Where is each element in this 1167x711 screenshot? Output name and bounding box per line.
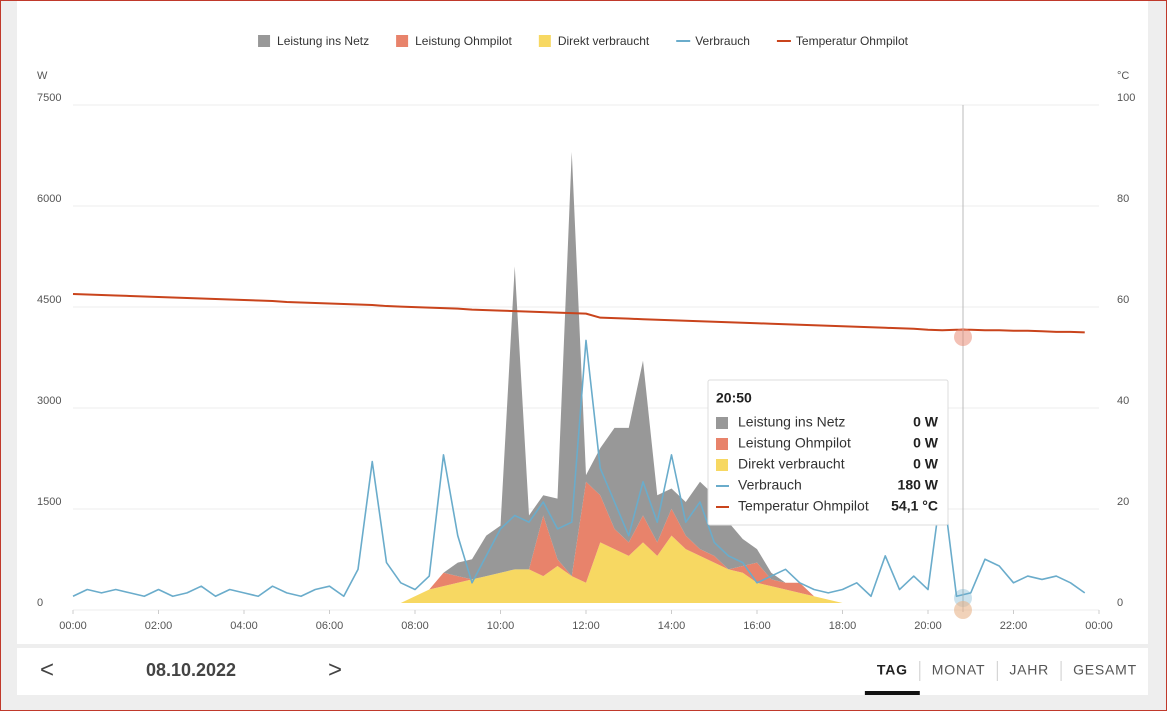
legend-label: Leistung ins Netz — [277, 34, 369, 48]
y2-tick-label: 20 — [1117, 496, 1129, 508]
tooltip-swatch — [716, 459, 728, 471]
y-tick-label: 4500 — [37, 294, 61, 306]
tooltip-swatch — [716, 438, 728, 450]
legend-label: Temperatur Ohmpilot — [796, 34, 909, 48]
tooltip-value: 180 W — [898, 477, 939, 493]
x-tick-label: 08:00 — [401, 620, 429, 632]
tab[interactable]: GESAMT — [1073, 662, 1137, 678]
stacked-area — [73, 535, 1085, 603]
y2-tick-label: 100 — [1117, 92, 1135, 104]
x-tick-label: 10:00 — [487, 620, 515, 632]
tooltip-value: 0 W — [913, 435, 939, 451]
tooltip-label: Direkt verbraucht — [738, 456, 845, 472]
tooltip-value: 54,1 °C — [891, 498, 938, 514]
tab[interactable]: TAG — [877, 662, 908, 678]
stacked-area — [73, 151, 1085, 603]
x-tick-label: 00:00 — [59, 620, 87, 632]
tooltip-value: 0 W — [913, 414, 939, 430]
legend-swatch — [258, 35, 271, 47]
x-tick-label: 16:00 — [743, 620, 771, 632]
y2-tick-label: 80 — [1117, 193, 1129, 205]
legend-label: Verbrauch — [695, 34, 750, 48]
legend-swatch — [538, 35, 551, 47]
x-tick-label: 06:00 — [316, 620, 344, 632]
tooltip-swatch — [716, 417, 728, 429]
stacked-area — [73, 481, 1085, 603]
date-label: 08.10.2022 — [146, 660, 236, 680]
y-tick-label: 6000 — [37, 193, 61, 205]
y2-tick-label: 60 — [1117, 294, 1129, 306]
legend-label: Direkt verbraucht — [558, 34, 650, 48]
tooltip-label: Leistung ins Netz — [738, 414, 845, 430]
x-tick-label: 18:00 — [829, 620, 857, 632]
legend-item: Direkt verbraucht — [538, 34, 650, 48]
y2-tick-label: 0 — [1117, 597, 1123, 609]
legend-swatch — [396, 35, 409, 47]
y2-axis-unit: °C — [1117, 70, 1129, 82]
y-tick-label: 0 — [37, 597, 43, 609]
hover-dot — [954, 601, 972, 619]
tooltip-value: 0 W — [913, 456, 939, 472]
series-line — [72, 339, 1086, 598]
y-axis-unit: W — [37, 70, 48, 82]
prev-button[interactable]: < — [40, 656, 54, 683]
legend-item: Leistung ins Netz — [258, 34, 369, 48]
tooltip-box — [707, 379, 949, 526]
y-tick-label: 1500 — [37, 496, 61, 508]
x-tick-label: 02:00 — [145, 620, 173, 632]
hover-dot — [954, 328, 972, 346]
y-tick-label: 3000 — [37, 395, 61, 407]
tab-underline — [864, 691, 920, 695]
x-tick-label: 04:00 — [230, 620, 258, 632]
legend: Leistung ins Netz Leistung Ohmpilot Direkt… — [258, 34, 909, 48]
tab[interactable]: MONAT — [932, 662, 986, 678]
legend-label: Leistung Ohmpilot — [415, 34, 512, 48]
x-tick-label: 14:00 — [658, 620, 686, 632]
tooltip-label: Temperatur Ohmpilot — [738, 498, 869, 514]
tooltip-label: Verbrauch — [738, 477, 802, 493]
tooltip-label: Leistung Ohmpilot — [738, 435, 851, 451]
legend-item: Verbrauch — [676, 34, 750, 48]
x-tick-label: 00:00 — [1085, 620, 1113, 632]
next-button[interactable]: > — [328, 656, 342, 683]
y2-tick-label: 40 — [1117, 395, 1129, 407]
footer-bar — [17, 648, 1148, 695]
x-tick-label: 12:00 — [572, 620, 600, 632]
legend-item: Temperatur Ohmpilot — [776, 34, 909, 48]
tab[interactable]: JAHR — [1009, 662, 1049, 678]
x-tick-label: 22:00 — [1000, 620, 1028, 632]
x-tick-label: 20:00 — [914, 620, 942, 632]
series-line — [72, 292, 1085, 334]
legend-item: Leistung Ohmpilot — [396, 34, 512, 48]
y-tick-label: 7500 — [37, 92, 61, 104]
tooltip-time: 20:50 — [716, 390, 752, 406]
